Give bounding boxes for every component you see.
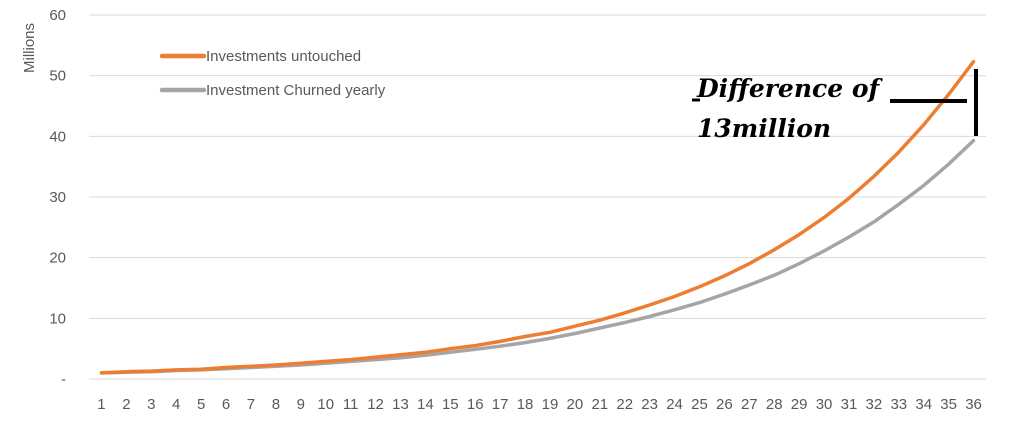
x-tick-label: 2 — [122, 396, 130, 413]
y-tick-label: 10 — [49, 310, 66, 327]
x-tick-label: 27 — [741, 396, 758, 413]
x-tick-label: 6 — [222, 396, 230, 413]
x-tick-label: 4 — [172, 396, 180, 413]
x-tick-label: 14 — [417, 396, 434, 413]
x-tick-label: 17 — [492, 396, 509, 413]
series-line-2 — [99, 138, 976, 375]
x-tick-label: 22 — [616, 396, 633, 413]
x-tick-label: 11 — [343, 396, 359, 413]
legend-label: Investment Churned yearly — [206, 82, 386, 99]
x-tick-label: 7 — [247, 396, 255, 413]
difference-annotation: Difference of 13million — [692, 69, 978, 143]
x-tick-label: 21 — [591, 396, 608, 413]
x-tick-label: 16 — [467, 396, 484, 413]
x-tick-label: 18 — [517, 396, 534, 413]
x-tick-label: 25 — [691, 396, 708, 413]
x-tick-label: 10 — [317, 396, 334, 413]
x-tick-label: 31 — [841, 396, 858, 413]
x-tick-label: 20 — [567, 396, 584, 413]
gridlines — [89, 14, 986, 380]
x-tick-label: 19 — [542, 396, 559, 413]
annotation-line-2: 13million — [697, 114, 831, 143]
x-tick-label: 12 — [367, 396, 384, 413]
legend: Investments untouched Investment Churned … — [159, 48, 386, 99]
y-tick-label: 30 — [49, 189, 66, 206]
y-tick-label: 60 — [49, 7, 66, 24]
series-lines — [99, 59, 976, 375]
y-tick-label: 40 — [49, 128, 66, 145]
x-tick-label: 15 — [442, 396, 459, 413]
x-tick-label: 35 — [940, 396, 957, 413]
x-tick-label: 36 — [965, 396, 982, 413]
x-tick-label: 34 — [915, 396, 932, 413]
x-tick-label: 24 — [666, 396, 683, 413]
y-tick-label: 50 — [49, 68, 66, 85]
x-tick-label: 3 — [147, 396, 155, 413]
x-axis-ticks: 1 2 3 4 5 6 7 8 9 10 11 12 13 14 15 16 17 18 19 20 21 22 23 24 2… — [97, 396, 982, 413]
y-axis-ticks: - 10 20 30 40 50 60 — [49, 7, 66, 388]
legend-label: Investments untouched — [206, 48, 361, 65]
y-axis-label: Millions — [21, 23, 38, 73]
x-tick-label: 30 — [816, 396, 833, 413]
x-tick-label: 5 — [197, 396, 205, 413]
x-tick-label: 8 — [272, 396, 280, 413]
x-tick-label: 29 — [791, 396, 808, 413]
x-tick-label: 9 — [297, 396, 305, 413]
x-tick-label: 23 — [641, 396, 658, 413]
y-tick-label: - — [61, 371, 66, 388]
x-tick-label: 28 — [766, 396, 783, 413]
annotation-line-1: Difference of — [696, 74, 884, 103]
x-tick-label: 26 — [716, 396, 733, 413]
series-line-1 — [99, 59, 976, 375]
x-tick-label: 32 — [866, 396, 883, 413]
x-tick-label: 13 — [392, 396, 409, 413]
x-tick-label: 1 — [97, 396, 105, 413]
x-tick-label: 33 — [890, 396, 907, 413]
y-tick-label: 20 — [49, 250, 66, 267]
